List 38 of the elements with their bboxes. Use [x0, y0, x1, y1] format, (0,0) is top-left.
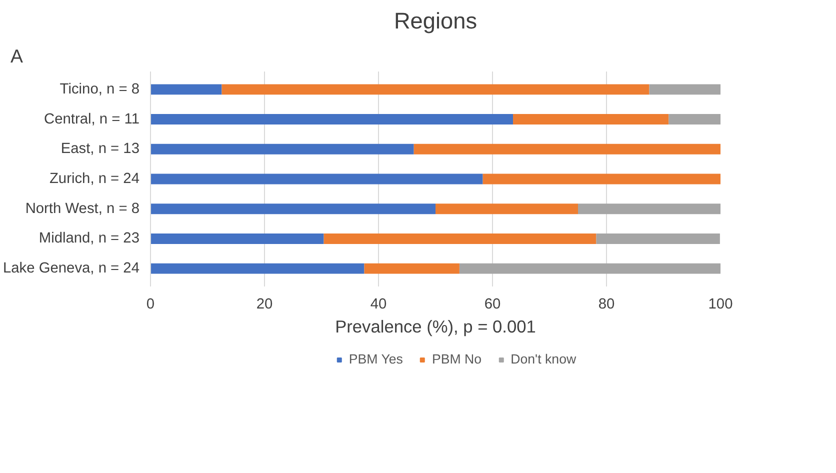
y-tick-label: Central, n = 11 — [44, 111, 140, 128]
bar — [668, 114, 720, 125]
bar — [150, 84, 222, 95]
bar — [482, 174, 720, 184]
y-tick-label: Zurich, n = 24 — [49, 171, 140, 187]
y-tick-label: Ticino, n = 8 — [60, 81, 140, 98]
text: A — [10, 46, 24, 66]
x-tick-label: 80 — [598, 296, 615, 312]
legend-label: PBM No — [432, 352, 482, 366]
bar — [150, 144, 414, 154]
y-tick-label: Midland, n = 23 — [38, 230, 140, 247]
y-tick-label: East, n = 13 — [60, 141, 140, 158]
bar — [150, 114, 514, 125]
x-tick-label: 100 — [708, 296, 733, 312]
bar — [649, 84, 720, 95]
legend-label: PBM Yes — [348, 352, 403, 366]
bar — [150, 174, 483, 184]
bar — [150, 263, 364, 274]
bar — [324, 233, 596, 244]
bar — [150, 204, 436, 214]
bar — [513, 114, 669, 125]
y-tick-label: North West, n = 8 — [25, 200, 140, 217]
chart-title: Regions — [394, 8, 478, 34]
x-tick-label: 0 — [146, 296, 155, 312]
y-tick-label: Lake Geneva, n = 24 — [3, 260, 140, 277]
legend-label: Don't know — [510, 352, 576, 366]
x-tick-label: 60 — [484, 296, 501, 312]
bar — [596, 233, 720, 244]
x-axis-title: Prevalence (%), p = 0.001 — [335, 316, 536, 336]
bar — [222, 84, 650, 95]
bar — [578, 204, 720, 214]
bar — [364, 263, 460, 274]
x-tick-label: 20 — [256, 296, 273, 312]
bar — [150, 233, 324, 244]
bar — [414, 144, 720, 154]
x-tick-label: 40 — [370, 296, 387, 312]
bar — [436, 204, 578, 214]
bar — [459, 263, 720, 274]
